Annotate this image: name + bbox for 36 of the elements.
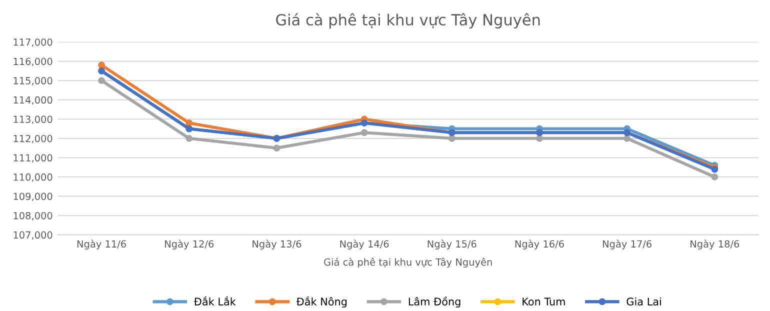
point [186, 134, 193, 142]
x-axis-title: Giá cà phê tại khu vực Tây Nguyên [324, 258, 492, 268]
x-tick-label: Ngày 13/6 [252, 240, 302, 250]
y-tick-label: 110,000 [14, 173, 52, 182]
legend-label: Đắk Nông [296, 296, 347, 308]
y-tick-label: 107,000 [14, 231, 52, 240]
x-tick-label: Ngày 12/6 [165, 240, 214, 250]
point [360, 129, 368, 136]
x-tick-label: Ngày 18/6 [690, 240, 740, 250]
y-tick-label: 112,000 [14, 134, 52, 144]
legend-label: Kon Tum [522, 298, 565, 306]
point [624, 134, 631, 142]
y-tick-label: 108,000 [14, 212, 52, 220]
y-tick-label: 116,000 [14, 58, 52, 66]
legend-label: Đắk Lắk [194, 296, 236, 306]
y-tick-label: 111,000 [14, 154, 52, 162]
point [98, 62, 106, 69]
x-tick-label: Ngày 16/6 [515, 240, 564, 250]
chart-title: Giá cà phê tại khu vực Tây Nguyên [276, 13, 540, 28]
point [273, 144, 280, 152]
y-tick-label: 109,000 [14, 192, 52, 202]
y-tick-label: 113,000 [14, 116, 52, 124]
x-tick-label: Ngày 11/6 [77, 240, 126, 250]
y-tick-label: 115,000 [14, 77, 52, 86]
point [186, 119, 193, 126]
point [448, 134, 456, 142]
x-tick-label: Ngày 14/6 [340, 240, 389, 250]
point [536, 134, 543, 142]
x-tick-label: Ngày 17/6 [602, 240, 652, 250]
legend-label: Gia Lai [626, 297, 661, 306]
point [98, 77, 106, 84]
y-tick-label: 114,000 [14, 96, 52, 105]
x-tick-label: Ngày 15/6 [428, 240, 476, 250]
point [711, 173, 718, 180]
y-tick-label: 117,000 [14, 38, 52, 47]
legend-label: Lâm Đồng [408, 296, 460, 308]
